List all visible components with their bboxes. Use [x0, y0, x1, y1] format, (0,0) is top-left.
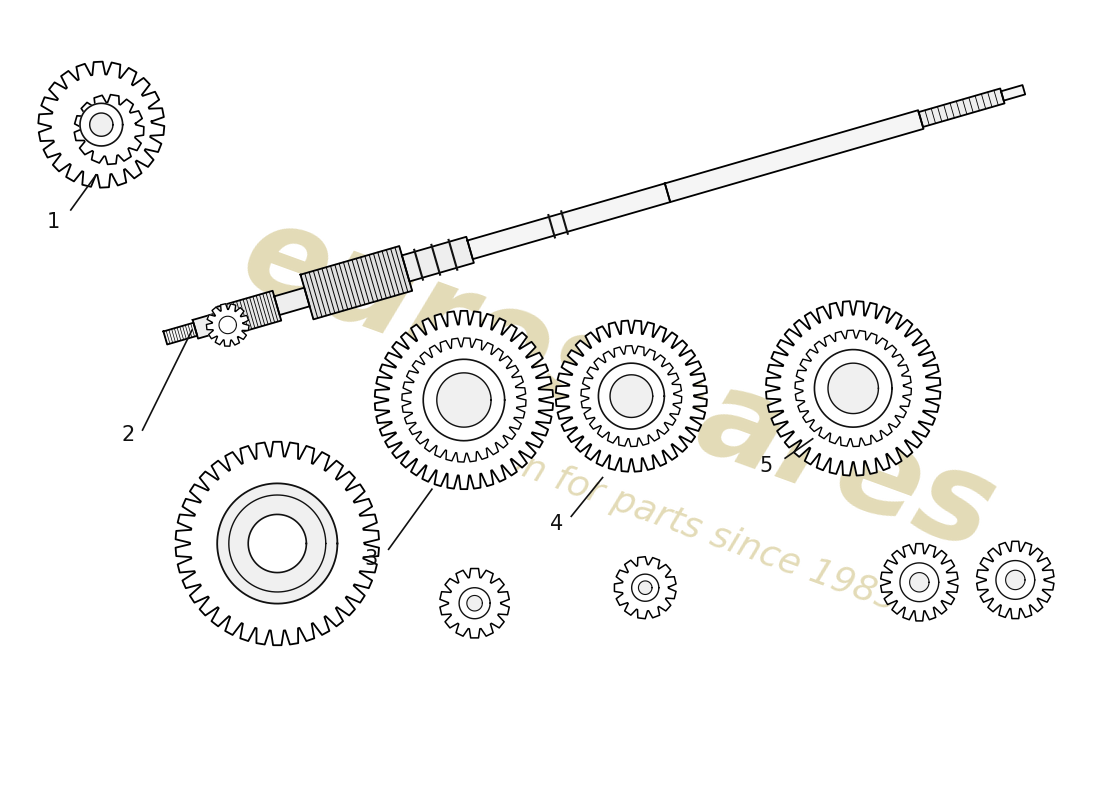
Polygon shape: [466, 595, 482, 611]
Text: 2: 2: [121, 425, 134, 445]
Polygon shape: [249, 514, 307, 573]
Polygon shape: [556, 321, 707, 472]
Polygon shape: [1005, 570, 1025, 590]
Text: 1: 1: [46, 212, 60, 232]
Text: 5: 5: [759, 456, 772, 476]
Polygon shape: [638, 581, 652, 594]
Text: 3: 3: [364, 549, 377, 569]
Polygon shape: [39, 62, 164, 188]
Polygon shape: [581, 346, 682, 446]
Polygon shape: [828, 363, 879, 414]
Polygon shape: [402, 338, 526, 462]
Polygon shape: [598, 363, 664, 429]
Polygon shape: [437, 373, 491, 427]
Polygon shape: [375, 311, 553, 489]
Polygon shape: [996, 561, 1035, 599]
Polygon shape: [610, 374, 652, 418]
Polygon shape: [900, 563, 938, 602]
Polygon shape: [219, 316, 236, 334]
Polygon shape: [229, 495, 326, 592]
Polygon shape: [977, 542, 1054, 618]
Polygon shape: [402, 237, 474, 282]
Polygon shape: [75, 94, 144, 164]
Polygon shape: [910, 573, 930, 592]
Polygon shape: [424, 359, 505, 441]
Polygon shape: [207, 304, 249, 346]
Polygon shape: [192, 313, 223, 338]
Polygon shape: [217, 290, 282, 337]
Polygon shape: [164, 322, 197, 345]
Text: a passion for parts since 1985: a passion for parts since 1985: [377, 399, 902, 618]
Text: 4: 4: [550, 514, 563, 534]
Polygon shape: [664, 110, 924, 202]
Polygon shape: [300, 246, 412, 319]
Polygon shape: [468, 183, 670, 259]
Polygon shape: [459, 588, 491, 618]
Polygon shape: [80, 103, 122, 146]
Polygon shape: [615, 557, 676, 618]
Polygon shape: [795, 330, 912, 446]
Polygon shape: [217, 483, 338, 604]
Polygon shape: [918, 89, 1004, 127]
Polygon shape: [881, 544, 958, 621]
Polygon shape: [814, 350, 892, 427]
Polygon shape: [176, 442, 380, 646]
Polygon shape: [1001, 85, 1025, 101]
Polygon shape: [440, 569, 509, 638]
Polygon shape: [274, 288, 310, 315]
Polygon shape: [90, 113, 113, 136]
Polygon shape: [631, 574, 659, 602]
Text: eurospares: eurospares: [227, 193, 1011, 577]
Polygon shape: [766, 301, 940, 475]
